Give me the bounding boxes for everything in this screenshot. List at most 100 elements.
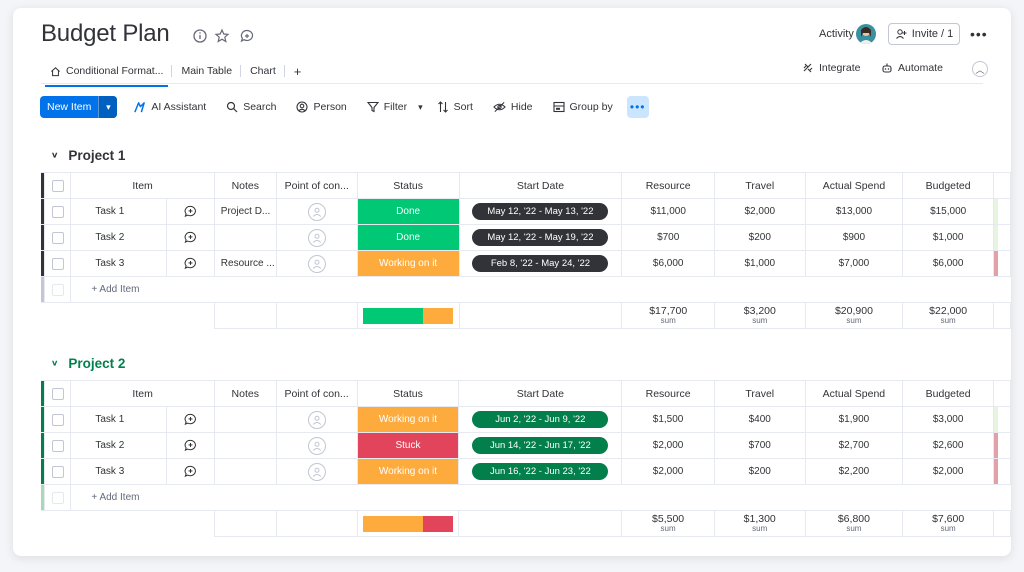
timeline-pill[interactable]: Feb 8, '22 - May 24, '22	[472, 255, 609, 272]
resource-cell[interactable]: $11,000	[621, 198, 716, 225]
select-all-cell[interactable]	[44, 172, 72, 199]
tab-conditional-format[interactable]: Conditional Format...	[41, 61, 173, 87]
resource-cell[interactable]: $1,500	[621, 406, 715, 433]
timeline-cell[interactable]: May 12, '22 - May 13, '22	[458, 198, 623, 225]
actual-spend-cell[interactable]: $900	[804, 224, 904, 251]
user-avatar[interactable]	[856, 24, 876, 44]
resource-sum[interactable]: $5,500 sum	[621, 510, 715, 537]
row-checkbox[interactable]	[51, 257, 64, 270]
budgeted-cell[interactable]: $2,600	[902, 432, 994, 459]
row-checkbox[interactable]	[51, 465, 64, 478]
empty-person-icon[interactable]	[307, 254, 326, 273]
row-select-cell[interactable]	[44, 458, 72, 485]
table-row[interactable]: Task 2 Done May 12, '22 - May 19, '22 $700 $…	[41, 224, 1011, 251]
group-header-project-2[interactable]: ∨ Project 2	[51, 356, 125, 371]
status-summary[interactable]	[356, 302, 460, 329]
row-checkbox[interactable]	[51, 413, 64, 426]
timeline-pill[interactable]: Jun 2, '22 - Jun 9, '22	[472, 411, 609, 428]
updates-cell[interactable]	[166, 198, 215, 225]
column-header-resource[interactable]: Resource	[621, 380, 715, 407]
travel-sum[interactable]: $1,300 sum	[713, 510, 806, 537]
updates-cell[interactable]	[166, 458, 215, 485]
updates-cell[interactable]	[166, 224, 215, 251]
add-item-input[interactable]: + Add Item	[70, 484, 1011, 511]
row-select-cell[interactable]	[44, 432, 72, 459]
collapse-header-button[interactable]: ︿	[972, 61, 988, 77]
row-checkbox[interactable]	[51, 231, 64, 244]
person-cell[interactable]	[275, 224, 358, 251]
invite-button[interactable]: Invite / 1	[888, 23, 960, 45]
status-label[interactable]: Working on it	[356, 458, 460, 485]
column-header-start-date[interactable]: Start Date	[458, 172, 623, 199]
person-cell[interactable]	[275, 458, 358, 485]
item-name[interactable]: Task 1	[70, 198, 168, 225]
budgeted-cell[interactable]: $3,000	[902, 406, 994, 433]
add-update-icon[interactable]	[184, 413, 197, 426]
board-title[interactable]: Budget Plan	[41, 20, 170, 47]
row-select-cell[interactable]	[44, 250, 72, 277]
column-header-travel[interactable]: Travel	[713, 380, 806, 407]
search-button[interactable]: Search	[226, 101, 276, 113]
empty-person-icon[interactable]	[307, 462, 326, 481]
travel-cell[interactable]: $700	[713, 432, 806, 459]
actual-spend-cell[interactable]: $7,000	[804, 250, 904, 277]
budgeted-cell[interactable]: $2,000	[902, 458, 994, 485]
table-row[interactable]: Task 1 Working on it Jun 2, '22 - Jun 9, '…	[41, 406, 1011, 433]
column-header-budgeted[interactable]: Budgeted	[902, 380, 994, 407]
column-header-start-date[interactable]: Start Date	[458, 380, 623, 407]
column-header-budgeted[interactable]: Budgeted	[902, 172, 994, 199]
timeline-cell[interactable]: Jun 14, '22 - Jun 17, '22	[458, 432, 623, 459]
add-update-icon[interactable]	[184, 257, 197, 270]
row-select-cell[interactable]	[44, 198, 72, 225]
notes-cell[interactable]	[213, 458, 277, 485]
empty-person-icon[interactable]	[307, 202, 326, 221]
actual-spend-cell[interactable]: $2,200	[804, 458, 904, 485]
item-name[interactable]: Task 2	[70, 224, 168, 251]
ai-assistant-button[interactable]: AI Assistant	[133, 101, 206, 114]
more-actions-button[interactable]: •••	[626, 96, 649, 118]
status-label[interactable]: Working on it	[356, 406, 460, 433]
table-row[interactable]: Task 1 Project D... Done May 12, '22 - May …	[41, 198, 1011, 225]
column-header-travel[interactable]: Travel	[714, 172, 806, 199]
person-cell[interactable]	[275, 198, 358, 225]
notes-cell[interactable]	[213, 224, 277, 251]
select-all-checkbox[interactable]	[51, 387, 64, 400]
row-checkbox[interactable]	[51, 205, 64, 218]
select-all-cell[interactable]	[44, 380, 72, 407]
row-select-cell[interactable]	[44, 224, 72, 251]
resource-cell[interactable]: $700	[621, 224, 716, 251]
timeline-pill[interactable]: May 12, '22 - May 13, '22	[472, 203, 609, 220]
chevron-down-icon[interactable]: ▾	[98, 96, 118, 118]
status-label[interactable]: Done	[356, 224, 460, 251]
activity-link[interactable]: Activity	[819, 28, 854, 40]
resource-sum[interactable]: $17,700 sum	[621, 302, 716, 329]
select-all-checkbox[interactable]	[51, 179, 64, 192]
add-view-button[interactable]: +	[285, 61, 311, 81]
column-header-notes[interactable]: Notes	[213, 380, 277, 407]
hide-button[interactable]: Hide	[493, 101, 533, 113]
actual-spend-sum[interactable]: $6,800 sum	[804, 510, 904, 537]
status-label[interactable]: Stuck	[356, 432, 460, 459]
chat-icon[interactable]	[239, 28, 255, 44]
updates-cell[interactable]	[166, 250, 215, 277]
status-distribution-bar[interactable]	[363, 307, 454, 324]
column-header-item[interactable]: Item	[70, 380, 215, 407]
tab-chart[interactable]: Chart	[241, 61, 285, 81]
chevron-down-icon[interactable]: ∨	[51, 151, 59, 160]
add-update-icon[interactable]	[184, 439, 197, 452]
column-header-point-of-contact[interactable]: Point of con...	[275, 172, 358, 199]
travel-cell[interactable]: $2,000	[714, 198, 806, 225]
timeline-cell[interactable]: Feb 8, '22 - May 24, '22	[458, 250, 623, 277]
timeline-pill[interactable]: Jun 16, '22 - Jun 23, '22	[472, 463, 609, 480]
table-row[interactable]: Task 2 Stuck Jun 14, '22 - Jun 17, '22 $2,0…	[41, 432, 1011, 459]
notes-cell[interactable]	[213, 432, 277, 459]
group-title[interactable]: Project 1	[68, 148, 126, 163]
row-select-cell[interactable]	[44, 406, 72, 433]
budgeted-sum[interactable]: $22,000 sum	[902, 302, 994, 329]
actual-spend-cell[interactable]: $2,700	[804, 432, 904, 459]
notes-cell[interactable]: Resource ...	[213, 250, 277, 277]
sort-button[interactable]: Sort	[437, 101, 473, 113]
group-title[interactable]: Project 2	[68, 356, 126, 371]
actual-spend-cell[interactable]: $13,000	[804, 198, 904, 225]
timeline-pill[interactable]: May 12, '22 - May 19, '22	[472, 229, 609, 246]
